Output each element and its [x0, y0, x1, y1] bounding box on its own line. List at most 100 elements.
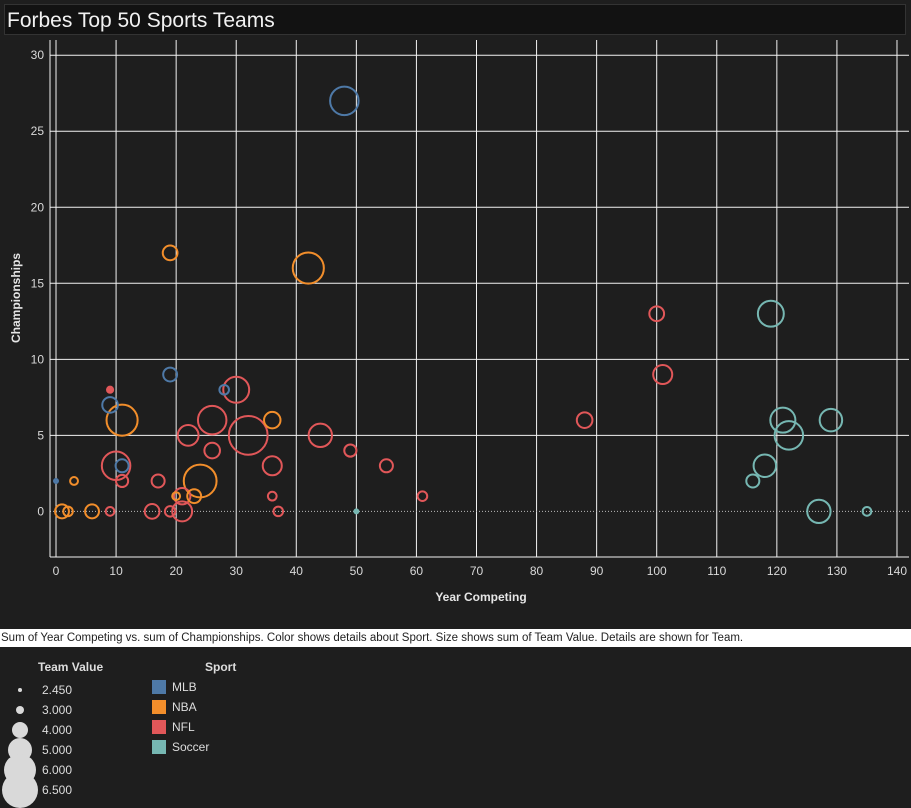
size-legend-dot: [11, 721, 29, 739]
data-point[interactable]: [196, 404, 228, 436]
size-legend-label: 3.000: [42, 703, 73, 717]
title-bar: Forbes Top 50 Sports Teams: [4, 4, 906, 35]
y-tick-label: 25: [31, 124, 45, 138]
legend-swatch: [152, 680, 166, 694]
data-point[interactable]: [263, 410, 282, 430]
data-point[interactable]: [143, 503, 161, 520]
size-legend-label: 4.000: [42, 723, 73, 737]
data-point[interactable]: [84, 503, 100, 520]
y-tick-label: 20: [31, 200, 45, 214]
data-point[interactable]: [114, 473, 130, 489]
data-point[interactable]: [773, 420, 805, 451]
data-point[interactable]: [818, 407, 844, 433]
data-point[interactable]: [62, 505, 74, 518]
x-tick-label: 130: [827, 564, 847, 578]
data-point[interactable]: [104, 506, 116, 517]
sport-legend-label: NBA: [172, 700, 197, 714]
data-point[interactable]: [353, 508, 360, 515]
sport-legend-item[interactable]: Soccer: [152, 738, 272, 758]
data-point[interactable]: [652, 364, 674, 386]
size-legend-label: 6.000: [42, 763, 73, 777]
data-point[interactable]: [172, 486, 192, 506]
data-point[interactable]: [186, 488, 203, 505]
size-legend-item: 2.450: [0, 680, 120, 700]
data-point[interactable]: [150, 473, 166, 489]
data-point[interactable]: [806, 498, 832, 525]
grid-lines: [50, 40, 909, 557]
x-tick-label: 80: [530, 564, 544, 578]
data-point[interactable]: [105, 385, 115, 394]
x-tick-label: 60: [410, 564, 424, 578]
data-point[interactable]: [222, 375, 251, 404]
data-point[interactable]: [329, 85, 360, 117]
size-legend-label: 5.000: [42, 743, 73, 757]
x-tick-label: 100: [647, 564, 667, 578]
sport-legend-item[interactable]: NBA: [152, 698, 272, 718]
sport-legend-title: Sport: [205, 660, 237, 674]
x-axis-label: Year Competing: [435, 590, 526, 604]
axes: 0 10 20 30 40 50 60 70 80 90 100 110 120 130 140 0 5 10 15…: [31, 40, 909, 578]
data-point[interactable]: [162, 366, 179, 383]
size-legend-item: 3.000: [0, 700, 120, 720]
x-tick-label: 140: [887, 564, 907, 578]
data-point[interactable]: [272, 505, 285, 518]
data-point[interactable]: [769, 406, 797, 434]
sport-legend-label: NFL: [172, 720, 195, 734]
data-point[interactable]: [752, 453, 778, 479]
chart-caption: Sum of Year Competing vs. sum of Champio…: [0, 629, 911, 647]
legend-swatch: [152, 720, 166, 734]
data-point[interactable]: [114, 458, 130, 474]
y-tick-label: 15: [31, 276, 45, 290]
size-legend-title: Team Value: [38, 660, 104, 674]
data-point[interactable]: [218, 383, 230, 396]
size-legend-label: 6.500: [42, 783, 73, 797]
size-legend-dot: [1, 771, 39, 808]
data-point[interactable]: [648, 305, 666, 323]
size-legend-label: 2.450: [42, 683, 73, 697]
x-tick-label: 70: [470, 564, 484, 578]
x-tick-label: 30: [230, 564, 244, 578]
data-point[interactable]: [203, 441, 221, 460]
x-tick-label: 90: [590, 564, 604, 578]
data-point[interactable]: [171, 491, 182, 502]
legend-swatch: [152, 700, 166, 714]
data-point[interactable]: [227, 414, 269, 456]
data-point[interactable]: [575, 411, 594, 429]
data-point[interactable]: [53, 477, 60, 484]
x-tick-label: 120: [767, 564, 787, 578]
y-tick-label: 5: [37, 428, 44, 442]
sport-legend-label: Soccer: [172, 740, 210, 754]
data-point[interactable]: [163, 505, 177, 518]
data-point[interactable]: [745, 473, 761, 489]
data-point[interactable]: [416, 490, 429, 502]
sport-legend-item[interactable]: MLB: [152, 678, 272, 698]
y-tick-label: 10: [31, 352, 45, 366]
y-tick-label: 0: [37, 504, 44, 518]
scatter-chart: 0 10 20 30 40 50 60 70 80 90 100 110 120 130 140 0 5 10 15…: [9, 40, 909, 604]
data-point[interactable]: [54, 503, 70, 520]
data-point[interactable]: [69, 476, 79, 486]
x-tick-label: 50: [350, 564, 364, 578]
data-point[interactable]: [161, 244, 179, 262]
data-point[interactable]: [343, 443, 358, 458]
data-point[interactable]: [261, 455, 283, 477]
data-point[interactable]: [171, 500, 194, 523]
data-point[interactable]: [291, 251, 325, 285]
x-tick-label: 110: [707, 564, 726, 578]
data-point[interactable]: [307, 422, 333, 449]
y-axis-label: Championships: [9, 253, 23, 343]
data-points[interactable]: [53, 85, 873, 525]
data-point[interactable]: [105, 403, 139, 437]
data-point[interactable]: [756, 299, 785, 328]
data-point[interactable]: [176, 423, 200, 447]
size-legend-dot: [15, 705, 25, 715]
size-legend-dot: [18, 688, 22, 692]
x-tick-label: 10: [109, 564, 123, 578]
sport-legend-item[interactable]: NFL: [152, 718, 272, 738]
size-legend-item: 4.000: [0, 720, 120, 740]
data-point[interactable]: [861, 506, 873, 517]
data-point[interactable]: [266, 490, 278, 502]
data-point[interactable]: [378, 458, 394, 474]
y-tick-label: 30: [31, 48, 45, 62]
data-point[interactable]: [101, 396, 119, 414]
